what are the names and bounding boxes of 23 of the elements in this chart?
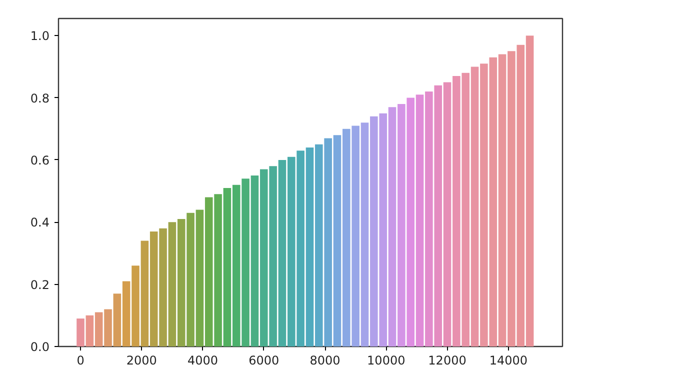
x-tick-label: 12000 [428, 354, 466, 368]
x-tick-label: 14000 [489, 354, 528, 368]
x-tick-label: 0 [76, 354, 84, 368]
y-tick-label: 0.4 [30, 216, 50, 230]
y-tick-label: 0.2 [30, 278, 50, 292]
y-tick-label: 0.0 [30, 340, 50, 354]
bar [333, 135, 342, 346]
x-tick-label: 8000 [310, 354, 340, 368]
y-tick-label: 0.6 [30, 153, 50, 168]
y-tick-label: 0.8 [30, 91, 50, 106]
bar [113, 294, 122, 346]
bar [342, 128, 350, 346]
x-tick-label: 6000 [248, 354, 280, 368]
bar [324, 138, 332, 346]
x-tick-label: 4000 [187, 354, 218, 368]
x-tick-label: 2000 [126, 354, 157, 368]
bar [104, 309, 112, 346]
bar [177, 219, 186, 346]
bar [94, 312, 103, 346]
bar [76, 318, 84, 346]
y-tick-label: 1.0 [30, 29, 50, 44]
x-tick-label: 10000 [367, 354, 406, 368]
bar [86, 315, 94, 346]
